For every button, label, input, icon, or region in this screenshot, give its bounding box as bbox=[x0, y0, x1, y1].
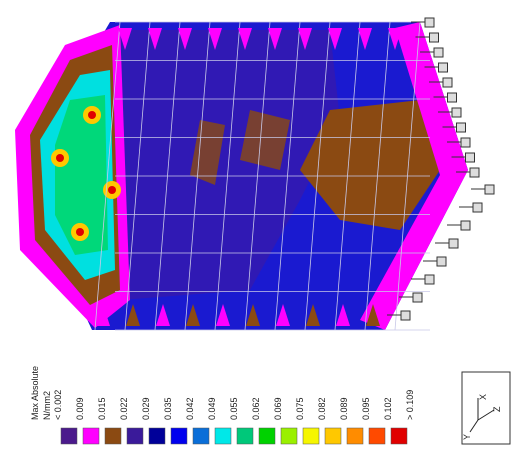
legend-swatch bbox=[171, 428, 187, 444]
hotspot bbox=[76, 228, 84, 236]
legend-swatch bbox=[149, 428, 165, 444]
support bbox=[401, 311, 410, 320]
support bbox=[448, 93, 457, 102]
hotspot bbox=[108, 186, 116, 194]
legend-label: 0.055 bbox=[229, 397, 239, 420]
legend-swatch bbox=[303, 428, 319, 444]
support bbox=[457, 123, 466, 132]
legend-swatch bbox=[237, 428, 253, 444]
model bbox=[15, 18, 494, 330]
legend-label: > 0.109 bbox=[405, 390, 415, 420]
support bbox=[466, 153, 475, 162]
support bbox=[443, 78, 452, 87]
triad-box bbox=[462, 372, 510, 444]
legend-label: 0.075 bbox=[295, 397, 305, 420]
support bbox=[452, 108, 461, 117]
legend-label: 0.015 bbox=[97, 397, 107, 420]
triad-label: Z bbox=[492, 406, 502, 412]
legend-label: 0.035 bbox=[163, 397, 173, 420]
legend-swatch bbox=[259, 428, 275, 444]
hotspot bbox=[56, 154, 64, 162]
triad: Y X Z bbox=[462, 372, 510, 444]
legend-swatch bbox=[127, 428, 143, 444]
support bbox=[434, 48, 443, 57]
legend-label: 0.062 bbox=[251, 397, 261, 420]
support bbox=[449, 239, 458, 248]
triad-label: Y bbox=[462, 434, 472, 440]
legend-swatch bbox=[347, 428, 363, 444]
legend-title: Max Absolute bbox=[30, 366, 40, 420]
legend-label: 0.042 bbox=[185, 397, 195, 420]
legend-label: 0.029 bbox=[141, 397, 151, 420]
legend-label: 0.049 bbox=[207, 397, 217, 420]
hotspot bbox=[88, 111, 96, 119]
legend-label: 0.102 bbox=[383, 397, 393, 420]
legend-swatch bbox=[61, 428, 77, 444]
legend-swatch bbox=[215, 428, 231, 444]
support bbox=[430, 33, 439, 42]
legend-swatch bbox=[391, 428, 407, 444]
legend-swatch bbox=[83, 428, 99, 444]
legend-swatch bbox=[105, 428, 121, 444]
legend-label: 0.009 bbox=[75, 397, 85, 420]
legend-swatch bbox=[193, 428, 209, 444]
support bbox=[473, 203, 482, 212]
support bbox=[485, 185, 494, 194]
support bbox=[437, 257, 446, 266]
screenshot: Max Absolute N/mm2 < 0.002 0.009 0.015 0.02… bbox=[0, 0, 526, 454]
legend-label: 0.089 bbox=[339, 397, 349, 420]
support bbox=[439, 63, 448, 72]
triad-label: X bbox=[478, 394, 488, 400]
legend-label: < 0.002 bbox=[53, 390, 63, 420]
support bbox=[413, 293, 422, 302]
legend-label: 0.082 bbox=[317, 397, 327, 420]
legend-label: 0.022 bbox=[119, 397, 129, 420]
support bbox=[425, 275, 434, 284]
legend-unit: N/mm2 bbox=[42, 391, 52, 420]
support bbox=[461, 138, 470, 147]
legend: Max Absolute N/mm2 < 0.002 0.009 0.015 0.02… bbox=[30, 366, 415, 444]
support bbox=[425, 18, 434, 27]
legend-label: 0.069 bbox=[273, 397, 283, 420]
support bbox=[470, 168, 479, 177]
legend-swatch bbox=[281, 428, 297, 444]
legend-label: 0.095 bbox=[361, 397, 371, 420]
legend-swatch bbox=[325, 428, 341, 444]
legend-swatch bbox=[369, 428, 385, 444]
support bbox=[461, 221, 470, 230]
